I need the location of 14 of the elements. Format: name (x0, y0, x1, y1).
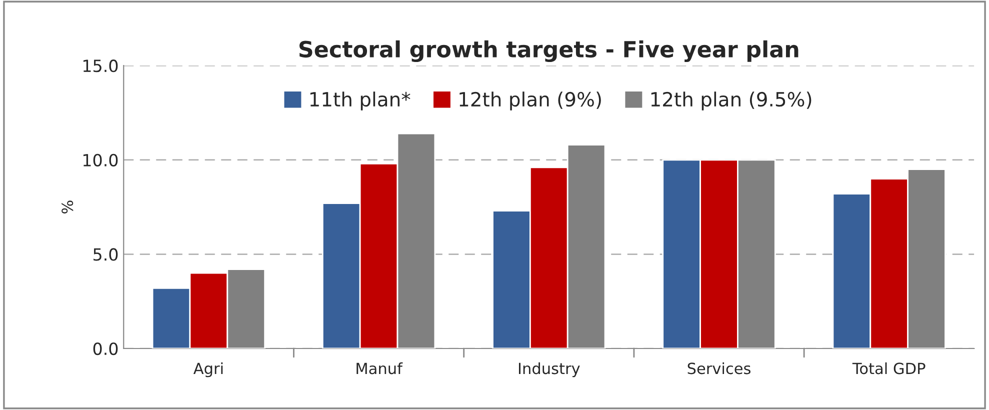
y-tick-label: 10.0 (83, 154, 118, 166)
y-tick-label: 15.0 (83, 60, 118, 72)
legend-label: 11th plan* (310, 92, 410, 110)
legend-label: 12th plan (9.5%) (651, 92, 812, 110)
legend-label: 12th plan (9%) (460, 92, 601, 110)
x-tick-label: Industry (518, 362, 580, 378)
x-tick-label: Services (688, 362, 750, 374)
chart-title: Sectoral growth targets - Five year plan (299, 40, 798, 62)
y-axis-title: % (62, 200, 74, 214)
x-tick-label: Total GDP (852, 362, 926, 374)
x-tick-label: Agri (193, 362, 223, 378)
y-tick-label: 5.0 (94, 248, 118, 261)
y-tick-label: 0.0 (93, 342, 118, 356)
x-tick-label: Manuf (356, 362, 403, 374)
